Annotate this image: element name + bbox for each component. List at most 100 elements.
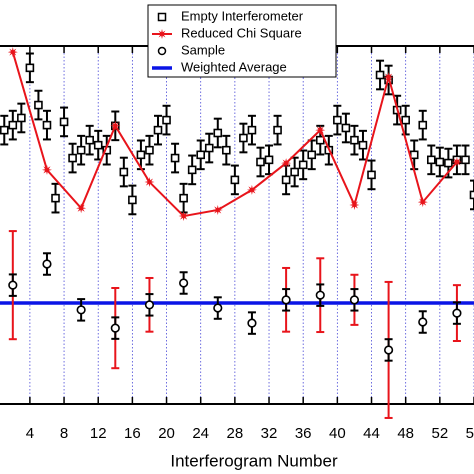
- square-marker: [307, 150, 317, 160]
- square-marker: [119, 167, 129, 177]
- square-marker: [409, 150, 419, 160]
- x-tick-label: 40: [329, 425, 346, 442]
- circle-marker: [281, 295, 291, 305]
- square-marker: [350, 135, 359, 145]
- star-marker: [212, 205, 223, 215]
- square-marker: [264, 155, 274, 165]
- x-tick-label: 32: [261, 425, 278, 442]
- square-marker: [34, 100, 43, 110]
- square-marker: [0, 125, 9, 135]
- square-marker: [247, 125, 257, 135]
- x-tick-label: 48: [397, 425, 414, 442]
- square-marker: [222, 145, 231, 155]
- star-marker: [144, 177, 155, 187]
- square-marker: [281, 175, 291, 185]
- star-marker: [417, 197, 428, 208]
- square-marker: [162, 115, 171, 125]
- square-marker: [367, 170, 376, 180]
- star-marker: [178, 211, 189, 221]
- legend-label: Sample: [181, 42, 225, 57]
- x-tick-label: 4: [26, 425, 34, 442]
- x-tick-label: 8: [60, 425, 68, 442]
- x-tick-label: 12: [90, 425, 107, 442]
- square-marker: [290, 167, 299, 177]
- circle-marker: [247, 318, 257, 328]
- circle-marker: [213, 303, 223, 313]
- x-axis-label: Interferogram Number: [170, 451, 338, 470]
- legend-label: Empty Interferometer: [181, 8, 304, 23]
- square-marker: [204, 143, 214, 153]
- square-marker: [128, 195, 137, 205]
- circle-marker: [42, 259, 52, 269]
- square-marker: [444, 158, 453, 168]
- legend: Empty Interferometer Reduced Chi Square Sa…: [147, 4, 337, 78]
- star-marker: [246, 184, 257, 195]
- square-marker: [187, 165, 197, 175]
- x-tick-label: 16: [124, 425, 141, 442]
- square-marker: [8, 120, 18, 130]
- square-marker: [136, 150, 146, 160]
- legend-symbol: [157, 46, 167, 56]
- square-marker: [239, 133, 248, 143]
- square-marker: [196, 150, 206, 160]
- circle-marker: [144, 300, 155, 310]
- legend-symbol: [157, 29, 167, 39]
- square-marker: [179, 193, 188, 203]
- square-marker: [358, 140, 368, 150]
- legend-label: Weighted Average: [181, 59, 287, 74]
- x-tick-label: 44: [363, 425, 380, 442]
- square-marker: [298, 160, 308, 170]
- square-marker: [85, 135, 94, 145]
- square-marker: [461, 155, 470, 165]
- square-marker: [59, 117, 69, 127]
- circle-marker: [8, 280, 18, 290]
- square-marker: [68, 153, 77, 163]
- square-marker: [25, 63, 35, 73]
- star-marker: [451, 157, 462, 167]
- square-marker: [170, 153, 180, 163]
- x-tick-label: 56: [466, 425, 474, 442]
- error-bar: [470, 179, 474, 211]
- circle-marker: [315, 290, 325, 300]
- square-marker: [213, 128, 223, 138]
- x-tick-label: 28: [227, 425, 244, 442]
- square-marker: [401, 115, 410, 125]
- circle-marker: [418, 317, 428, 327]
- legend-symbol: [157, 12, 167, 22]
- circle-marker: [76, 305, 86, 315]
- circle-marker: [383, 345, 394, 355]
- line: [11, 51, 458, 218]
- x-tick-label: 20: [158, 425, 175, 442]
- square-marker: [435, 157, 445, 167]
- square-marker: [426, 155, 436, 165]
- star-marker: [76, 203, 87, 214]
- circle-marker: [110, 323, 120, 333]
- square-marker: [469, 190, 474, 200]
- square-marker: [273, 125, 282, 135]
- square-marker: [153, 125, 163, 135]
- square-marker: [256, 157, 265, 167]
- square-marker: [93, 140, 103, 150]
- x-tick-label: 24: [192, 425, 209, 442]
- circle-marker: [349, 295, 360, 305]
- square-marker: [145, 145, 154, 155]
- square-marker: [418, 120, 428, 130]
- square-marker: [42, 120, 52, 130]
- legend-label: Reduced Chi Square: [181, 25, 302, 40]
- star-marker: [315, 125, 326, 136]
- star-marker: [42, 164, 52, 175]
- square-marker: [17, 113, 26, 123]
- square-marker: [51, 193, 60, 203]
- square-marker: [230, 175, 240, 185]
- square-marker: [333, 115, 342, 125]
- x-tick-label: 36: [295, 425, 312, 442]
- square-marker: [375, 70, 385, 80]
- square-marker: [76, 145, 86, 155]
- square-marker: [341, 123, 351, 133]
- star-marker: [349, 200, 360, 210]
- star-marker: [110, 120, 121, 131]
- star-marker: [7, 47, 18, 58]
- legend-box: [147, 4, 337, 78]
- circle-marker: [179, 278, 189, 288]
